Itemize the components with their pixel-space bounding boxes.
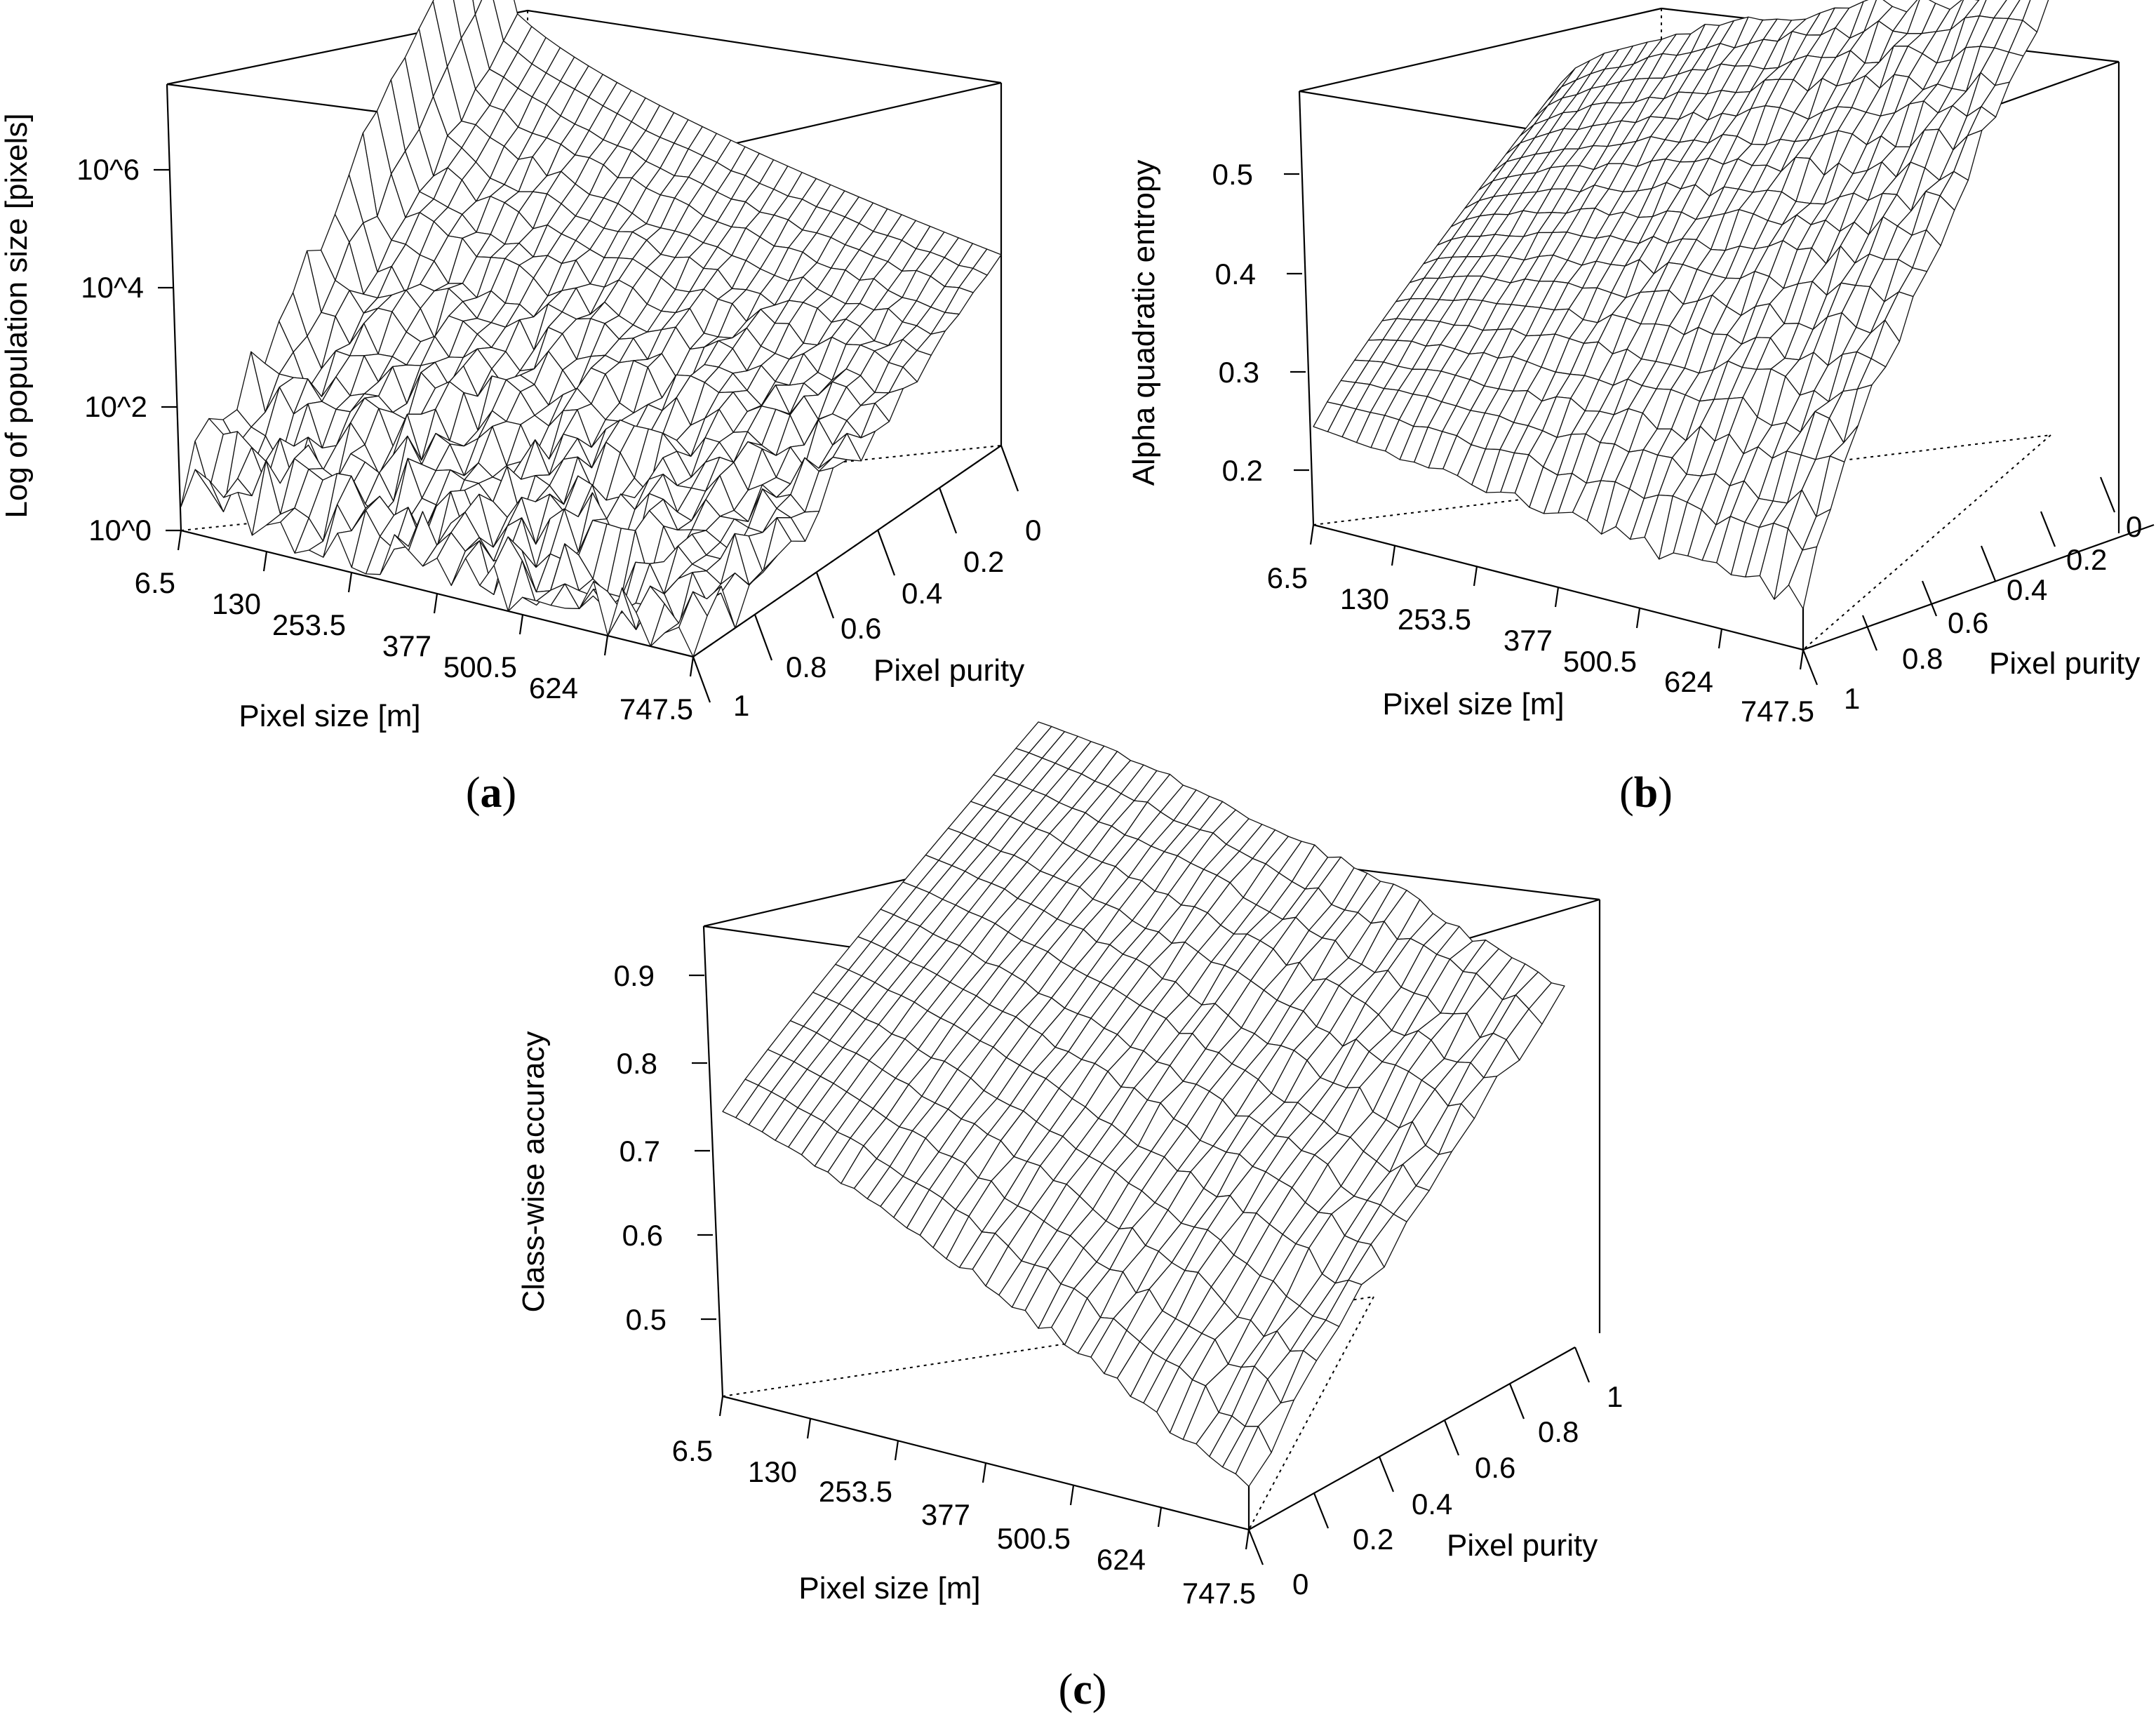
panel-a-x-tick: 377 <box>382 629 431 662</box>
panel-b-x-axis-title: Pixel size [m] <box>1382 687 1564 721</box>
panel-a: 10^0 10^2 10^4 10^6 6.5 130 253.5 377 50… <box>0 0 1041 817</box>
panel-a-y-ticks: 0 0.2 0.4 0.6 0.8 1 <box>692 445 1041 722</box>
panel-b-x-tick: 6.5 <box>1267 561 1308 594</box>
panel-b-y-tick: 0.2 <box>2066 543 2107 576</box>
panel-b-y-axis-title: Pixel purity <box>1989 646 2140 681</box>
panel-a-y-tick: 0 <box>1025 514 1041 547</box>
panel-c-y-axis-title: Pixel purity <box>1447 1528 1598 1563</box>
panel-b-x-tick: 624 <box>1664 665 1713 698</box>
panel-b-z-axis-title: Alpha quadratic entropy <box>1127 160 1161 486</box>
panel-c-y-tick: 0.6 <box>1475 1451 1515 1484</box>
panel-c-y-tick: 0.8 <box>1538 1415 1579 1448</box>
panel-b-x-tick: 130 <box>1340 582 1389 615</box>
panel-b-z-ticks: 0.2 0.3 0.4 0.5 <box>1212 158 1309 487</box>
panel-a-y-tick: 1 <box>733 689 749 722</box>
panel-a-x-tick: 500.5 <box>443 650 517 683</box>
panel-a-x-tick: 624 <box>529 672 578 704</box>
panel-a-z-ticks: 10^0 10^2 10^4 10^6 <box>76 153 181 547</box>
panel-c-y-tick: 0.4 <box>1412 1488 1452 1521</box>
panel-a-z-axis-title: Log of population size [pixels] <box>0 113 34 518</box>
panel-a-x-tick: 6.5 <box>135 566 175 599</box>
panel-c-z-tick: 0.9 <box>614 959 655 992</box>
panel-c-x-tick: 500.5 <box>997 1522 1071 1555</box>
panel-c-surface <box>722 721 1565 1487</box>
panel-a-z-tick: 10^4 <box>81 271 144 304</box>
panel-b-x-tick: 747.5 <box>1741 695 1814 728</box>
panel-c-label: (c) <box>1059 1666 1107 1713</box>
panel-c-y-ticks: 0 0.2 0.4 0.6 0.8 1 <box>1247 1347 1623 1601</box>
panel-a-x-axis-title: Pixel size [m] <box>239 699 420 733</box>
panel-c-y-tick: 1 <box>1607 1380 1623 1413</box>
panel-a-x-ticks: 6.5 130 253.5 377 500.5 624 747.5 <box>135 530 695 726</box>
panel-c-x-tick: 747.5 <box>1182 1577 1256 1610</box>
panel-c-z-axis-title: Class-wise accuracy <box>516 1031 551 1313</box>
panel-c-x-axis-title: Pixel size [m] <box>798 1571 980 1605</box>
panel-b-z-tick: 0.2 <box>1222 454 1263 487</box>
panel-b-y-tick: 0.4 <box>2007 573 2047 606</box>
panel-b-x-tick: 253.5 <box>1398 603 1471 636</box>
panel-a-z-tick: 10^6 <box>76 153 140 186</box>
panel-b-y-ticks: 0 0.2 0.4 0.6 0.8 1 <box>1802 476 2142 715</box>
panel-a-label: (a) <box>466 769 516 817</box>
panel-b: 0.2 0.3 0.4 0.5 6.5 130 253.5 377 500.5 … <box>1127 0 2155 817</box>
panel-a-x-tick: 130 <box>212 587 261 620</box>
panel-c-x-tick: 624 <box>1097 1543 1146 1576</box>
panel-c-x-tick: 253.5 <box>819 1475 892 1508</box>
panel-c-z-tick: 0.7 <box>620 1135 660 1168</box>
surf-b-cell <box>1788 546 1818 610</box>
panel-b-y-tick: 1 <box>1844 682 1860 715</box>
panel-c-z-tick: 0.5 <box>626 1303 667 1336</box>
panel-b-y-tick: 0.8 <box>1902 642 1943 675</box>
panel-c-z-ticks: 0.5 0.6 0.7 0.8 0.9 <box>614 959 716 1336</box>
surf-a-cell <box>678 591 708 657</box>
panel-b-x-tick: 500.5 <box>1563 645 1637 678</box>
panel-b-z-tick: 0.4 <box>1215 258 1256 290</box>
surf-c-cell <box>1235 1426 1272 1487</box>
panel-c-y-tick: 0.2 <box>1353 1523 1393 1556</box>
panel-b-z-tick: 0.3 <box>1219 356 1259 389</box>
panel-a-y-tick: 0.6 <box>841 612 881 645</box>
panel-a-y-axis-title: Pixel purity <box>873 653 1024 688</box>
panel-b-label: (b) <box>1619 769 1673 817</box>
panel-a-x-tick: 253.5 <box>272 608 346 641</box>
panel-a-y-tick: 0.8 <box>786 650 826 683</box>
panel-a-y-tick: 0.2 <box>963 545 1004 578</box>
panel-c-x-tick: 6.5 <box>672 1434 713 1467</box>
panel-b-y-tick: 0 <box>2126 510 2142 543</box>
panel-c-z-tick: 0.6 <box>622 1219 663 1252</box>
panel-c-z-tick: 0.8 <box>617 1047 657 1080</box>
panel-a-y-tick: 0.4 <box>902 577 942 610</box>
panel-c-x-ticks: 6.5 130 253.5 377 500.5 624 747.5 <box>672 1396 1256 1610</box>
panel-a-z-tick: 10^0 <box>88 514 152 547</box>
panel-b-x-tick: 377 <box>1504 624 1553 657</box>
panel-b-x-ticks: 6.5 130 253.5 377 500.5 624 747.5 <box>1267 524 1814 728</box>
panel-b-y-tick: 0.6 <box>1948 606 1988 639</box>
panel-c: 0.5 0.6 0.7 0.8 0.9 6.5 130 253.5 377 50… <box>516 721 1623 1713</box>
panel-c-y-tick: 0 <box>1292 1568 1308 1601</box>
panel-a-surface <box>180 0 1002 657</box>
panel-b-surface <box>1313 0 2049 610</box>
panel-c-x-tick: 130 <box>748 1455 797 1488</box>
panel-a-x-tick: 747.5 <box>620 693 693 726</box>
panel-c-x-tick: 377 <box>921 1498 970 1531</box>
panel-b-z-tick: 0.5 <box>1212 158 1253 191</box>
panel-a-z-tick: 10^2 <box>84 390 147 423</box>
